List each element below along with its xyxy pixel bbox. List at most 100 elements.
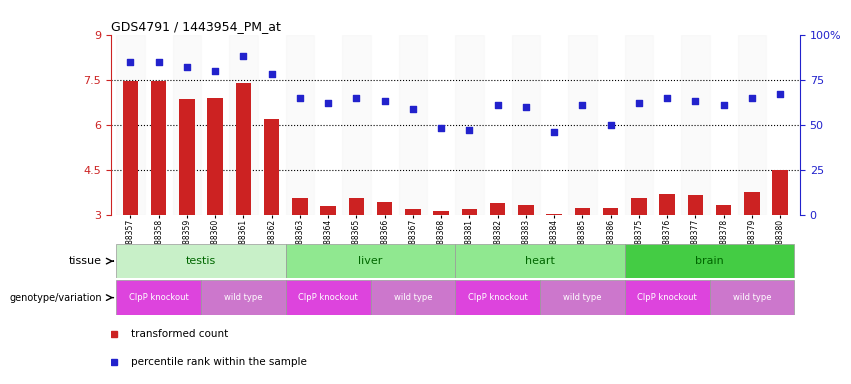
Point [575,102,589,108]
Point [660,95,674,101]
Text: ClpP knockout: ClpP knockout [299,293,358,302]
Point [632,100,646,106]
Bar [710,35,738,215]
Bar [455,35,483,215]
Bar [461,209,477,215]
Point [293,95,306,101]
Text: wild type: wild type [224,293,263,302]
Text: transformed count: transformed count [131,329,229,339]
Bar [229,35,258,215]
Point [463,127,477,133]
Bar [117,35,145,215]
Text: testis: testis [186,256,216,266]
Bar [427,35,455,215]
Point [491,102,505,108]
Bar [490,203,505,215]
Point [322,100,335,106]
Text: ClpP knockout: ClpP knockout [129,293,189,302]
Bar [682,35,710,215]
Bar [744,192,760,215]
Bar [123,81,138,215]
Text: wild type: wild type [394,293,432,302]
Bar [574,207,591,215]
Bar [710,280,794,315]
Point [604,122,618,128]
Point [434,125,448,131]
Text: wild type: wild type [733,293,771,302]
Bar [540,280,625,315]
Bar [653,35,682,215]
Bar [455,244,625,278]
Point [717,102,730,108]
Bar [518,205,534,215]
Point [745,95,759,101]
Bar [399,35,427,215]
Bar [201,280,286,315]
Text: liver: liver [358,256,383,266]
Text: ClpP knockout: ClpP knockout [468,293,528,302]
Bar [370,35,399,215]
Bar [405,209,420,215]
Bar [314,35,342,215]
Bar [511,35,540,215]
Text: ClpP knockout: ClpP knockout [637,293,697,302]
Text: tissue: tissue [69,256,102,266]
Text: heart: heart [525,256,555,266]
Bar [151,81,167,215]
Bar [320,206,336,215]
Point [180,64,194,70]
Bar [264,119,279,215]
Text: GDS4791 / 1443954_PM_at: GDS4791 / 1443954_PM_at [111,20,281,33]
Bar [625,280,710,315]
Point [350,95,363,101]
Bar [117,244,286,278]
Point [378,98,391,104]
Point [151,59,165,65]
Bar [292,199,308,215]
Point [547,129,561,135]
Point [265,71,278,77]
Text: wild type: wild type [563,293,602,302]
Bar [766,35,794,215]
Bar [625,244,794,278]
Bar [370,280,455,315]
Bar [258,35,286,215]
Bar [455,280,540,315]
Text: genotype/variation: genotype/variation [9,293,102,303]
Bar [716,205,731,215]
Bar [688,195,703,215]
Text: brain: brain [695,256,724,266]
Bar [286,244,455,278]
Bar [236,83,251,215]
Bar [173,35,201,215]
Bar [349,199,364,215]
Bar [540,35,568,215]
Point [688,98,702,104]
Bar [483,35,511,215]
Bar [773,170,788,215]
Bar [631,199,647,215]
Bar [433,210,449,215]
Bar [660,194,675,215]
Bar [342,35,370,215]
Bar [597,35,625,215]
Point [406,106,420,112]
Point [208,68,222,74]
Point [237,53,250,59]
Bar [117,280,201,315]
Bar [201,35,229,215]
Bar [738,35,766,215]
Bar [625,35,653,215]
Bar [286,35,314,215]
Bar [377,202,392,215]
Text: percentile rank within the sample: percentile rank within the sample [131,357,307,367]
Point [123,59,137,65]
Bar [208,98,223,215]
Bar [180,99,195,215]
Bar [145,35,173,215]
Point [519,104,533,110]
Bar [568,35,597,215]
Bar [546,214,562,215]
Bar [603,207,619,215]
Point [774,91,787,97]
